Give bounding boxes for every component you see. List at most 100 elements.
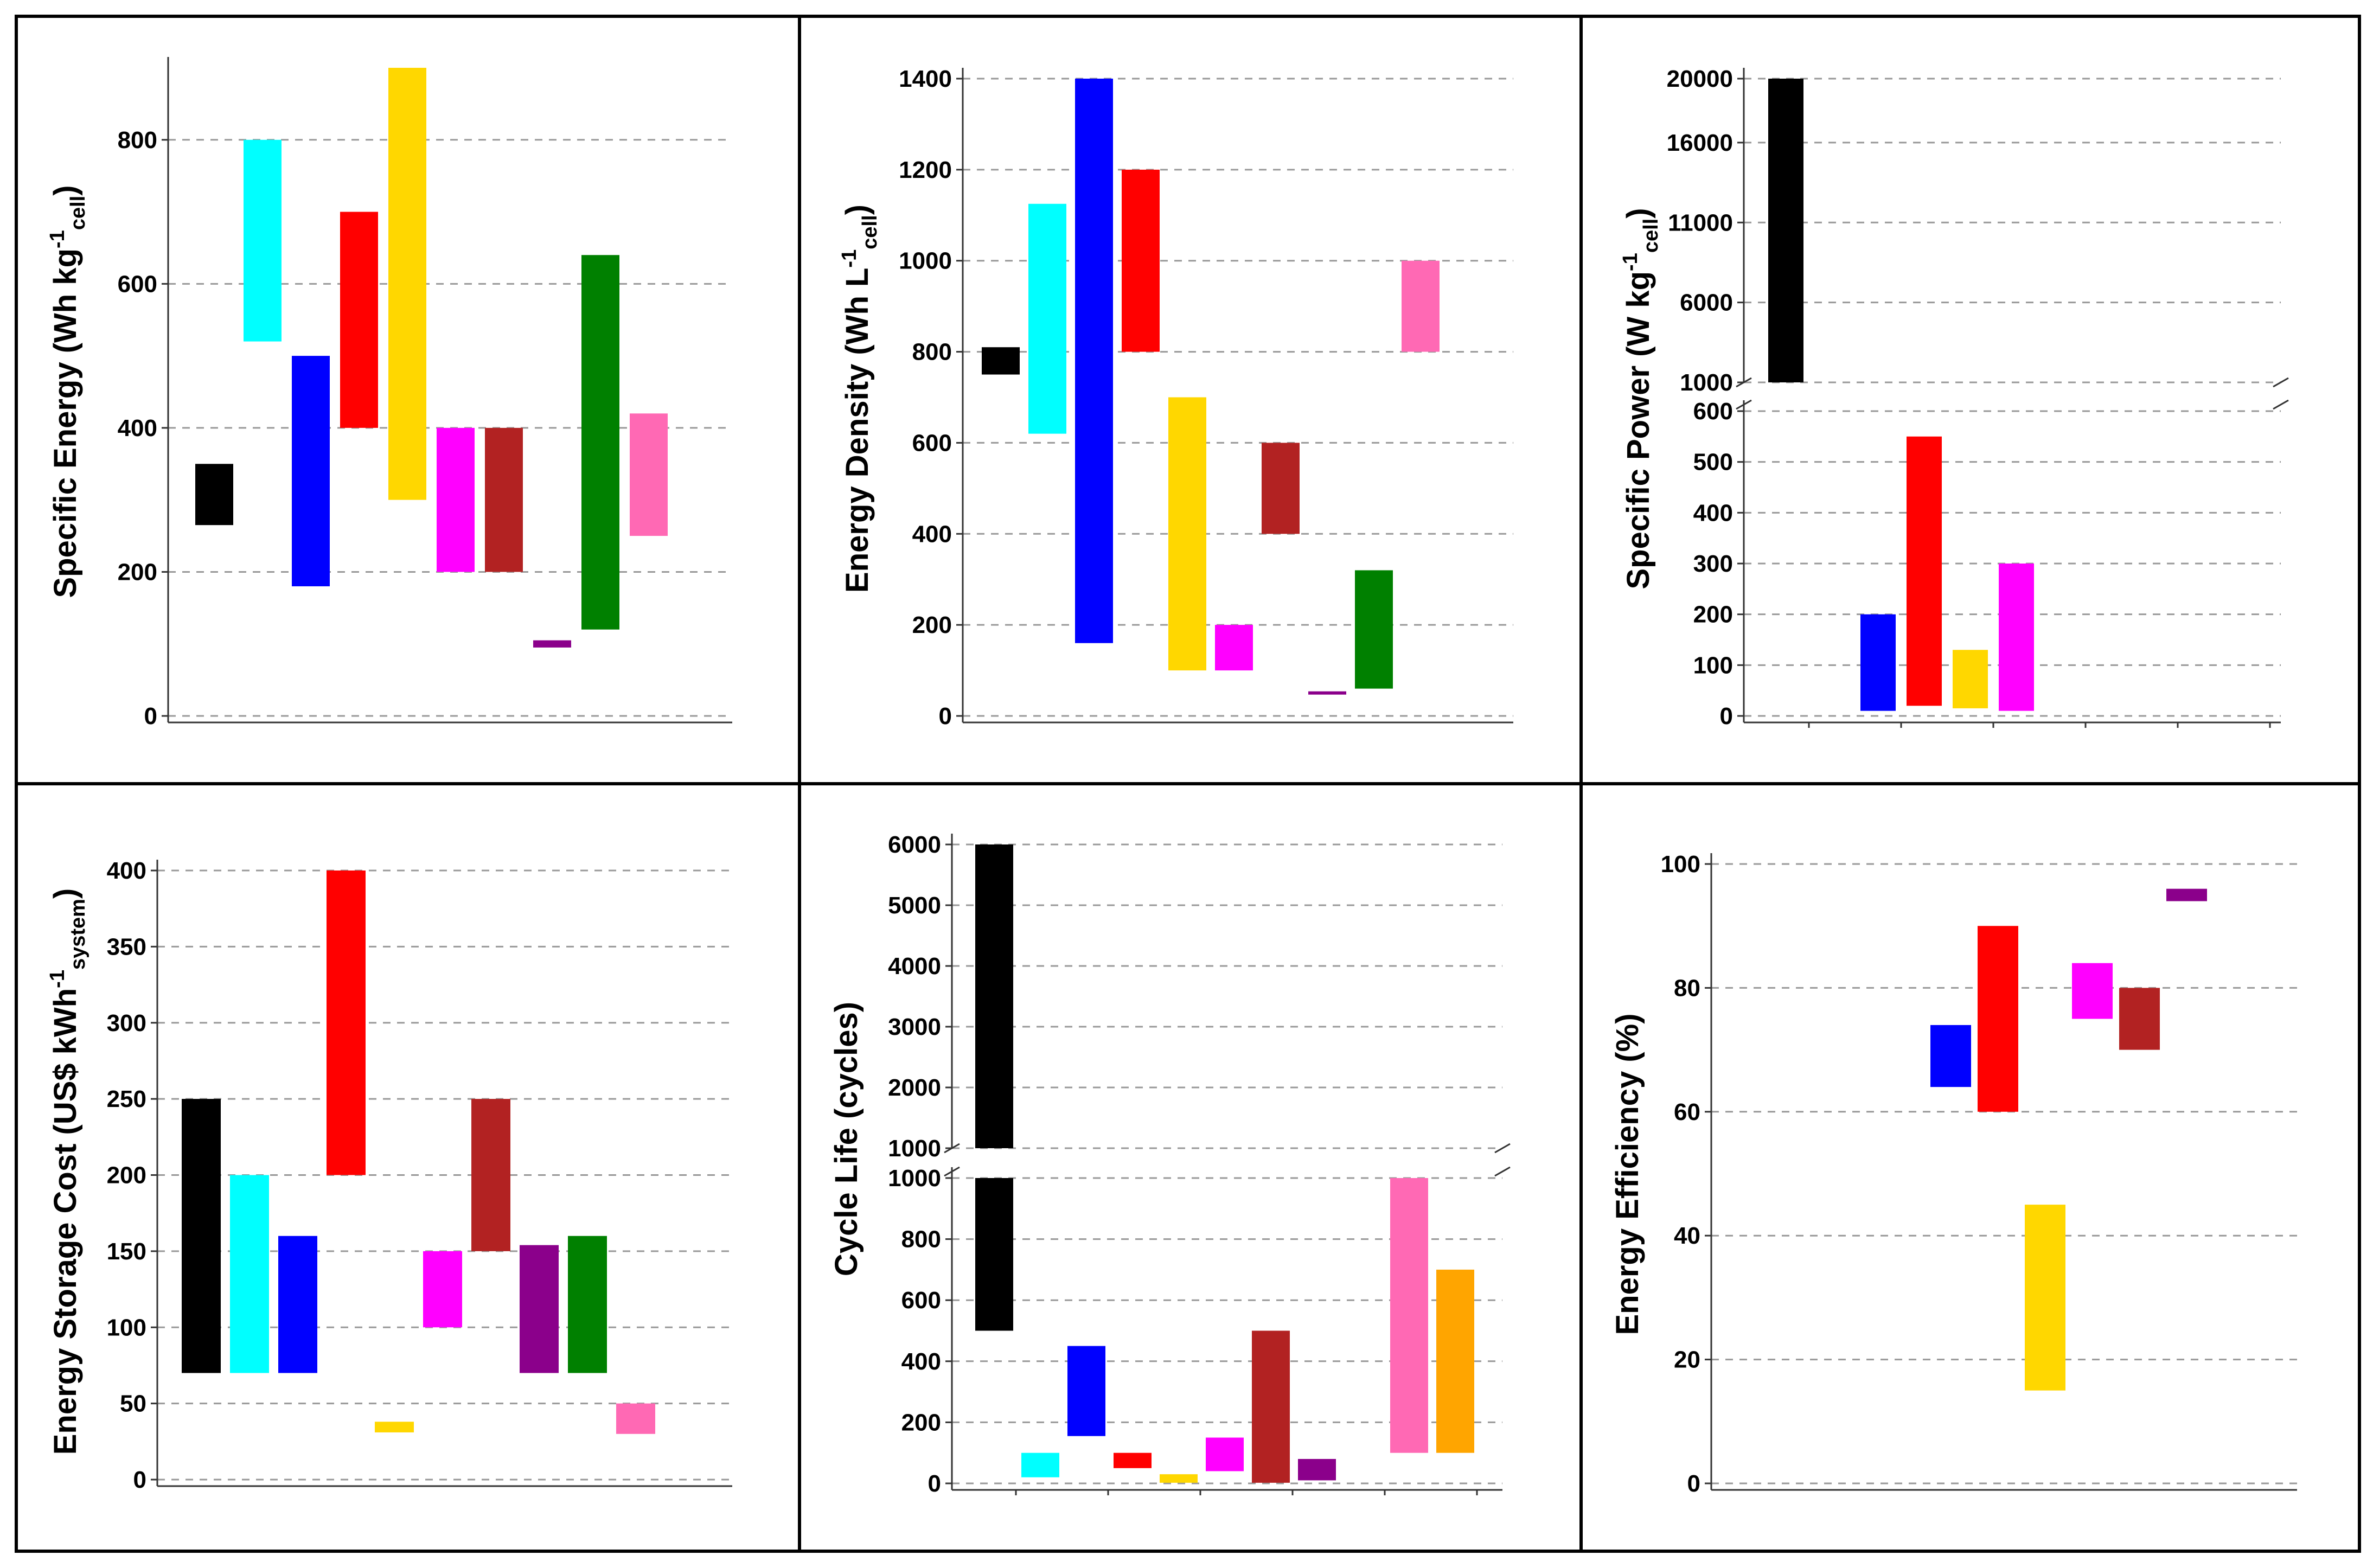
y-tick-label: 20000 — [1667, 66, 1733, 92]
chart-panel-2: 0 200 400 600 800 1000 1200 1400 Energy Density … — [838, 66, 1513, 729]
chart-panel-1: 0 200 400 600 800 Specific Energy (Wh kg-1cel… — [46, 57, 732, 729]
range-bar — [1860, 614, 1896, 711]
y-axis-title: Energy Density (Wh L-1cell) — [838, 204, 881, 593]
chart-panel-3: 1000 6000 11000 16000 20000 0 100 200 300 400 500 6… — [1619, 66, 2289, 729]
y-tick-label: 0 — [939, 703, 952, 729]
range-bar — [278, 1236, 317, 1373]
axis-break-mark — [1494, 1166, 1511, 1177]
y-axis-title-superscript: -1 — [46, 970, 69, 988]
range-bar — [1436, 1269, 1474, 1453]
range-bar — [1930, 1025, 1971, 1087]
chart-panel-5: 1000 2000 3000 4000 5000 6000 0 200 400 600 800 100… — [829, 831, 1511, 1497]
range-bar — [1978, 926, 2018, 1112]
y-tick-label: 1000 — [899, 248, 952, 274]
range-bar — [1067, 1346, 1105, 1436]
range-bar — [292, 356, 330, 586]
range-bar — [630, 413, 668, 536]
range-bar — [1999, 564, 2034, 711]
y-tick-label: 800 — [118, 127, 157, 153]
range-bar — [244, 139, 282, 342]
y-tick-label: 400 — [901, 1348, 941, 1375]
range-bar — [423, 1251, 462, 1328]
y-tick-label: 350 — [107, 933, 146, 960]
range-bar — [520, 1245, 559, 1373]
y-axis-title: Energy Efficiency (%) — [1610, 1013, 1645, 1335]
range-bar-upper-segment — [1768, 79, 1803, 382]
axis-break-mark — [2273, 377, 2289, 388]
y-axis-title-subscript: cell — [859, 215, 881, 249]
axis-break-mark — [2273, 399, 2289, 410]
y-tick-label: 100 — [1693, 652, 1733, 679]
y-tick-label: 1000 — [1680, 369, 1733, 396]
y-tick-label: 600 — [901, 1287, 941, 1314]
y-tick-label: 400 — [912, 521, 952, 547]
y-tick-label: 0 — [133, 1467, 146, 1493]
y-tick-label: 300 — [107, 1010, 146, 1036]
range-bar — [1160, 1474, 1198, 1483]
y-axis-title-superscript: -1 — [1619, 253, 1642, 271]
y-tick-label: 0 — [1720, 703, 1733, 729]
range-bar — [581, 255, 619, 630]
y-tick-label: 500 — [1693, 449, 1733, 476]
range-bar — [568, 1236, 607, 1373]
range-bar — [1262, 443, 1300, 534]
y-axis-title-superscript: -1 — [838, 249, 861, 268]
y-axis-title: Specific Power (W kg-1cell) — [1619, 208, 1662, 589]
y-tick-label: 400 — [107, 857, 146, 884]
range-bar — [2025, 1205, 2065, 1391]
y-tick-label: 300 — [1693, 551, 1733, 577]
y-tick-label: 200 — [118, 559, 157, 585]
range-bar — [437, 427, 475, 572]
y-tick-label: 600 — [1693, 398, 1733, 425]
range-bar — [375, 1422, 414, 1432]
y-axis-title-main: Energy Storage Cost (US$ kWh — [48, 988, 83, 1455]
range-bar — [182, 1099, 221, 1373]
y-tick-label: 150 — [107, 1238, 146, 1265]
y-axis-title: Energy Storage Cost (US$ kWh-1system) — [46, 888, 89, 1455]
range-bar — [2166, 888, 2207, 901]
range-bar — [1075, 79, 1113, 643]
y-axis-title-main: Specific Power (W kg — [1621, 271, 1656, 590]
range-bar — [485, 427, 523, 572]
y-tick-label: 600 — [912, 430, 952, 456]
y-axis-title-subscript: cell — [1640, 219, 1662, 253]
range-bar — [195, 464, 233, 526]
axis-break-mark — [944, 1166, 960, 1177]
chart-panel-6: 0 20 40 60 80 100 Energy Efficiency (%) — [1610, 851, 2297, 1497]
range-bar — [1907, 436, 1942, 706]
range-bar — [388, 68, 426, 500]
range-bar — [975, 1178, 1013, 1331]
range-bar — [1308, 691, 1346, 695]
y-tick-label: 0 — [144, 703, 157, 729]
range-bar — [1355, 570, 1393, 689]
y-tick-label: 60 — [1674, 1099, 1700, 1125]
range-bar — [2072, 963, 2113, 1019]
range-bar — [1390, 1178, 1428, 1453]
range-bar — [1206, 1437, 1244, 1471]
y-tick-label: 200 — [1693, 601, 1733, 628]
y-tick-label: 100 — [1661, 851, 1700, 878]
y-tick-label: 20 — [1674, 1347, 1700, 1373]
y-tick-label: 40 — [1674, 1223, 1700, 1249]
axis-break-mark — [1736, 377, 1752, 388]
y-axis-title-main: Specific Energy (Wh kg — [48, 248, 83, 598]
y-axis-title-main: Energy Efficiency (%) — [1610, 1013, 1645, 1335]
y-tick-label: 250 — [107, 1086, 146, 1112]
y-tick-label: 100 — [107, 1314, 146, 1341]
range-bar — [1252, 1330, 1290, 1483]
y-tick-label: 6000 — [1680, 290, 1733, 316]
y-axis-title: Cycle Life (cycles) — [829, 1002, 864, 1276]
y-tick-label: 800 — [901, 1226, 941, 1253]
y-tick-label: 800 — [912, 339, 952, 366]
y-axis-title-subscript: cell — [67, 196, 89, 230]
y-axis-title-end: ) — [48, 888, 83, 899]
y-tick-label: 200 — [901, 1409, 941, 1436]
y-tick-label: 50 — [120, 1391, 146, 1417]
chart-panel-4: 0 50 100 150 200 250 300 350 400 Energy Storage C… — [46, 857, 732, 1493]
y-axis-title-end: ) — [1621, 208, 1656, 218]
y-tick-label: 400 — [118, 415, 157, 441]
y-tick-label: 4000 — [888, 953, 941, 980]
y-axis-title-end: ) — [48, 185, 83, 195]
range-bar — [1122, 169, 1160, 352]
range-bar — [2119, 988, 2160, 1050]
